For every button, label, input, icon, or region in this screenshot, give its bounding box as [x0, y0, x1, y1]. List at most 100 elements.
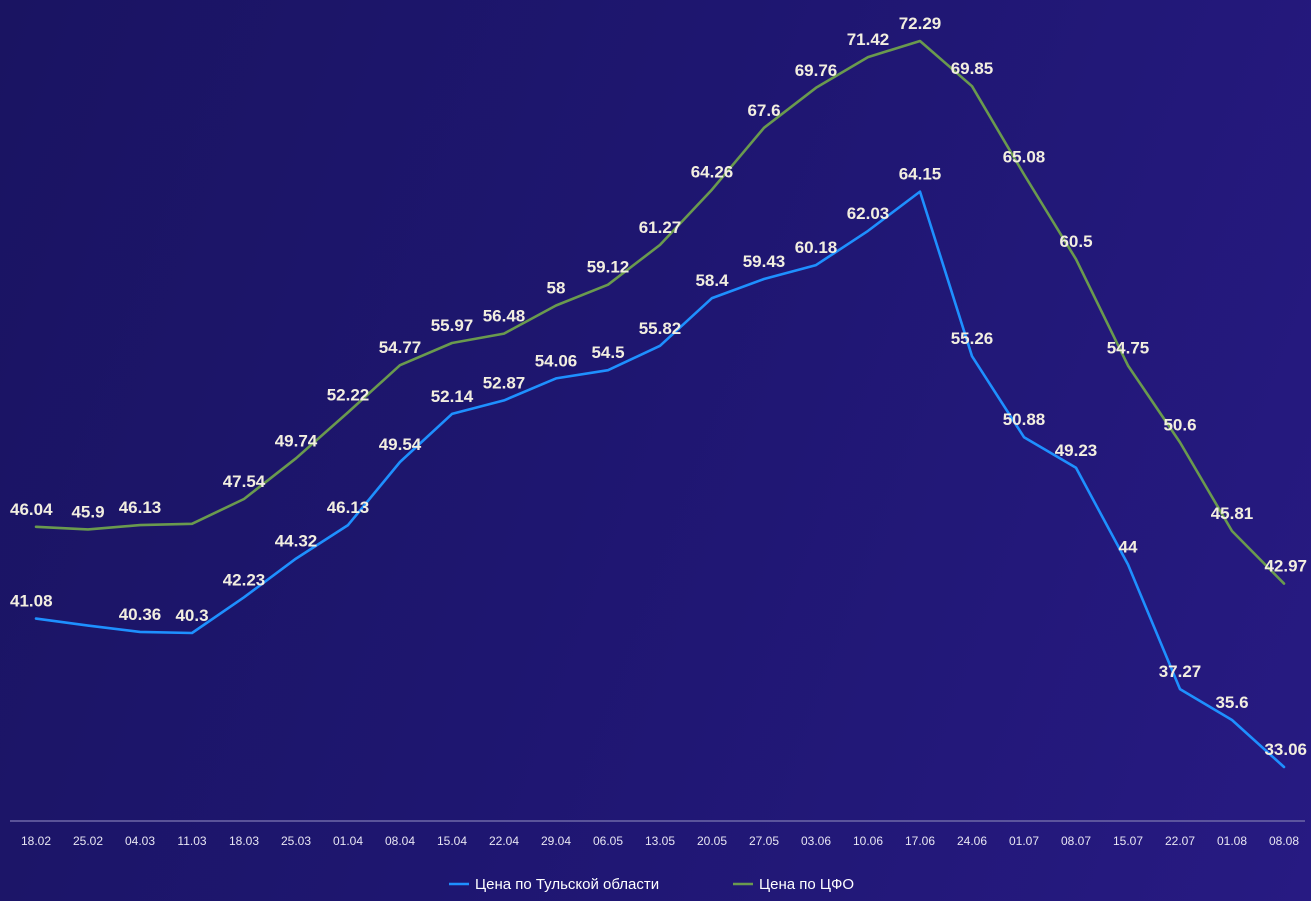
data-label: 35.6: [1215, 693, 1248, 712]
data-label: 41.08: [10, 592, 53, 611]
data-point: [1126, 563, 1130, 567]
data-point: [398, 363, 402, 367]
data-label: 45.81: [1211, 504, 1254, 523]
data-label: 55.26: [951, 329, 994, 348]
x-tick-label: 03.06: [801, 834, 831, 848]
data-point: [814, 263, 818, 267]
x-tick-label: 20.05: [697, 834, 727, 848]
data-label: 46.04: [10, 500, 53, 519]
x-tick-label: 17.06: [905, 834, 935, 848]
data-point: [814, 86, 818, 90]
data-point: [34, 525, 38, 529]
data-point: [606, 283, 610, 287]
data-point: [86, 624, 90, 628]
data-label: 54.77: [379, 338, 422, 357]
x-tick-label: 08.08: [1269, 834, 1299, 848]
data-point: [606, 368, 610, 372]
data-point: [450, 412, 454, 416]
data-point: [1022, 435, 1026, 439]
data-label: 71.42: [847, 30, 890, 49]
data-point: [242, 595, 246, 599]
data-point: [762, 277, 766, 281]
data-label: 45.9: [71, 502, 104, 521]
data-label: 59.43: [743, 252, 786, 271]
x-tick-label: 22.07: [1165, 834, 1195, 848]
data-label: 55.97: [431, 316, 474, 335]
data-point: [658, 243, 662, 247]
data-point: [1074, 466, 1078, 470]
series-line-1: [34, 190, 1286, 769]
data-label: 60.5: [1059, 232, 1092, 251]
data-point: [34, 617, 38, 621]
data-point: [1282, 765, 1286, 769]
data-label: 64.15: [899, 165, 942, 184]
x-tick-label: 15.04: [437, 834, 467, 848]
data-label: 67.6: [747, 101, 780, 120]
data-label: 40.36: [119, 605, 162, 624]
data-label: 44.32: [275, 532, 318, 551]
data-label: 42.97: [1264, 557, 1307, 576]
data-label: 56.48: [483, 307, 526, 326]
data-label: 59.12: [587, 258, 630, 277]
data-point: [1074, 257, 1078, 261]
data-label: 47.54: [223, 472, 266, 491]
x-tick-label: 25.02: [73, 834, 103, 848]
data-label: 52.87: [483, 373, 526, 392]
data-point: [190, 522, 194, 526]
data-point: [502, 398, 506, 402]
data-point: [918, 39, 922, 43]
data-label: 54.06: [535, 351, 578, 370]
data-label: 54.75: [1107, 339, 1150, 358]
data-label: 54.5: [591, 343, 624, 362]
data-point: [710, 296, 714, 300]
data-label: 44: [1119, 538, 1138, 557]
data-point: [1126, 364, 1130, 368]
data-label: 64.26: [691, 163, 734, 182]
data-point: [450, 341, 454, 345]
data-point: [190, 631, 194, 635]
data-point: [658, 344, 662, 348]
series-line-2: [34, 39, 1286, 585]
x-tick-label: 04.03: [125, 834, 155, 848]
x-tick-label: 15.07: [1113, 834, 1143, 848]
data-label: 69.76: [795, 61, 838, 80]
data-point: [138, 523, 142, 527]
x-tick-label: 25.03: [281, 834, 311, 848]
data-label: 72.29: [899, 14, 942, 33]
data-label: 42.23: [223, 570, 266, 589]
data-point: [1230, 718, 1234, 722]
data-point: [1282, 582, 1286, 586]
data-label: 50.6: [1163, 415, 1196, 434]
data-point: [502, 332, 506, 336]
data-label: 52.22: [327, 385, 370, 404]
data-label: 40.3: [175, 606, 208, 625]
x-tick-label: 18.02: [21, 834, 51, 848]
x-tick-label: 08.04: [385, 834, 415, 848]
data-point: [346, 523, 350, 527]
data-point: [866, 55, 870, 59]
data-label: 55.82: [639, 319, 682, 338]
data-point: [710, 188, 714, 192]
data-label: 60.18: [795, 238, 838, 257]
data-point: [554, 376, 558, 380]
data-label: 52.14: [431, 387, 474, 406]
x-tick-label: 18.03: [229, 834, 259, 848]
data-point: [918, 190, 922, 194]
data-label: 69.85: [951, 59, 994, 78]
data-label: 37.27: [1159, 662, 1202, 681]
data-point: [970, 84, 974, 88]
x-tick-label: 06.05: [593, 834, 623, 848]
data-point: [1178, 440, 1182, 444]
data-point: [138, 630, 142, 634]
data-point: [294, 456, 298, 460]
data-point: [970, 354, 974, 358]
data-label: 49.23: [1055, 441, 1098, 460]
x-tick-label: 01.08: [1217, 834, 1247, 848]
data-label: 61.27: [639, 218, 682, 237]
x-tick-label: 11.03: [177, 834, 206, 848]
x-tick-label: 10.06: [853, 834, 883, 848]
x-tick-label: 08.07: [1061, 834, 1091, 848]
x-tick-label: 01.04: [333, 834, 363, 848]
